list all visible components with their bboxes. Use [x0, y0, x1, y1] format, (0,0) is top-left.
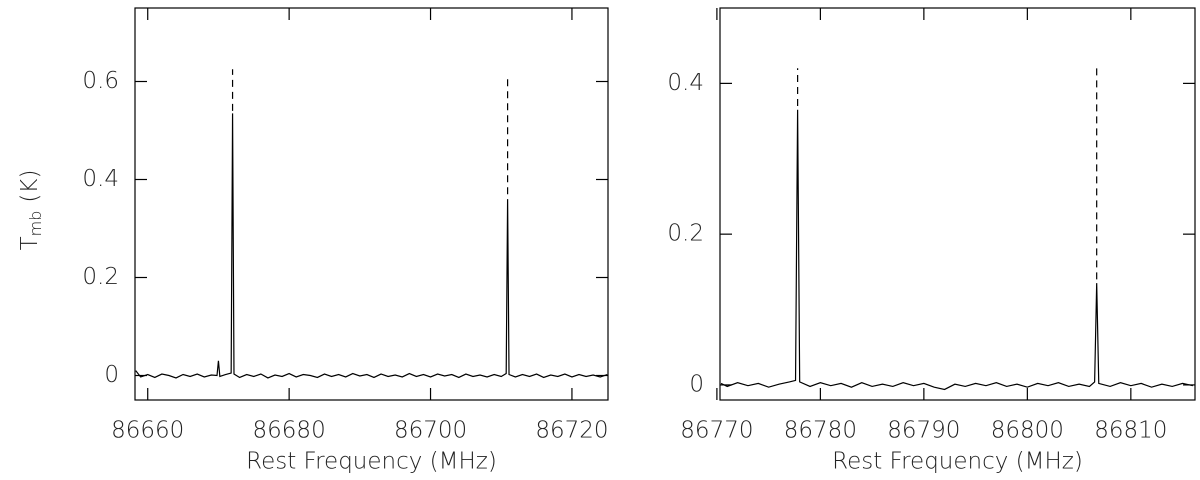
x-tick-label: 86680: [253, 418, 326, 444]
y-label-unit: (K): [17, 170, 43, 203]
y-tick-label: 0: [689, 371, 704, 397]
y-tick-label: 0.4: [667, 70, 704, 96]
x-tick-label: 86790: [887, 418, 960, 444]
y-tick-label: 0: [104, 362, 119, 388]
x-axis-label: Rest Frequency (MHz): [832, 449, 1083, 475]
y-tick-label: 0.2: [82, 264, 119, 290]
y-label-main: T: [17, 236, 43, 250]
spectrum-line: [720, 109, 1194, 391]
x-tick-label: 86800: [991, 418, 1064, 444]
x-tick-label: 86660: [111, 418, 184, 444]
x-tick-label: 86780: [784, 418, 857, 444]
plot-frame: [134, 7, 609, 401]
y-tick-label: 0.2: [667, 221, 704, 247]
x-tick-label: 86810: [1094, 418, 1167, 444]
spectrum-line: [135, 113, 608, 379]
plot-frame: [719, 7, 1196, 401]
x-axis-label: Rest Frequency (MHz): [246, 449, 497, 475]
y-axis-label: Tmb (K): [17, 170, 45, 251]
y-label-sub: mb: [26, 211, 45, 237]
y-tick-label: 0.6: [82, 68, 119, 94]
y-tick-label: 0.4: [82, 166, 119, 192]
x-tick-label: 86700: [394, 418, 467, 444]
x-tick-label: 86770: [680, 418, 753, 444]
x-tick-label: 86720: [535, 418, 608, 444]
